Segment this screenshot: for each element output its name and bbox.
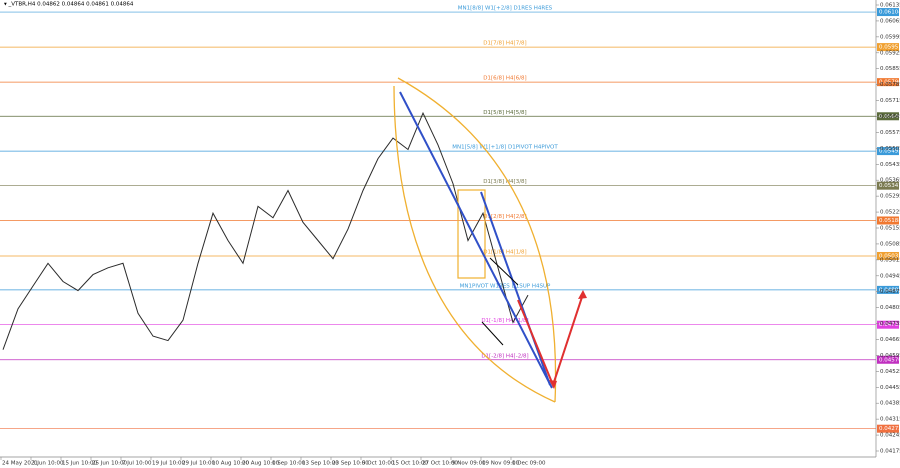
level-label: D1[2/8] H4[2/8] [483, 214, 526, 220]
y-tick-label: 0.05645 [880, 114, 900, 120]
price-tag [877, 147, 899, 156]
price-tag-label: 0.05646 [879, 114, 900, 120]
price-tag [877, 424, 899, 433]
y-tick-label: 0.04525 [880, 369, 900, 375]
x-tick-label: 13 Sep 10:00 [302, 461, 339, 467]
level-label: D1[-2/8] H4[-2/8] [481, 353, 528, 359]
y-tick-label: 0.05015 [880, 257, 900, 263]
y-tick-label: 0.05295 [880, 194, 900, 200]
y-tick-label: 0.05435 [880, 162, 900, 168]
price-tag-label: 0.04576 [879, 357, 900, 363]
price-tag-label: 0.0595 [879, 45, 899, 51]
segment [481, 321, 504, 346]
level-label: D1[-1/8] H4[-1/8] [481, 318, 528, 324]
price-tag-label: 0.06104 [879, 10, 900, 16]
x-tick-label: 9 Nov 09:00 [452, 461, 486, 467]
y-tick-label: 0.05715 [880, 98, 900, 104]
y-tick-label: 0.04245 [880, 433, 900, 439]
x-tick-label: 10 Aug 10:00 [212, 461, 250, 467]
level-label: MN1[5/8] W1[+1/8] D1PIVOT H4PIVOT [452, 145, 558, 151]
y-tick-label: 0.05785 [880, 82, 900, 88]
segment [489, 257, 519, 286]
price-line [2, 111, 529, 350]
y-tick-label: 0.05155 [880, 226, 900, 232]
y-tick-label: 0.06135 [880, 3, 900, 9]
y-tick-label: 0.04455 [880, 385, 900, 391]
x-tick-label: 3 Jun 10:00 [32, 461, 64, 467]
price-tag-label: 0.05796 [879, 80, 900, 86]
y-tick-label: 0.04665 [880, 337, 900, 343]
price-tag [877, 355, 899, 364]
x-tick-label: 20 Aug 10:00 [242, 461, 280, 467]
x-tick-label: 19 Nov 09:00 [482, 461, 520, 467]
chart-title: ▾ _VTBR,H4 0.04862 0.04864 0.04861 0.048… [4, 2, 134, 8]
x-tick-label: 19 Jul 10:00 [152, 461, 185, 467]
y-tick-label: 0.05575 [880, 130, 900, 136]
price-tag [877, 112, 899, 121]
y-tick-label: 0.05855 [880, 66, 900, 72]
y-tick-label: 0.06065 [880, 18, 900, 24]
y-tick-label: 0.04315 [880, 417, 900, 423]
level-label: D1[7/8] H4[7/8] [483, 41, 526, 47]
arrow-head [549, 380, 557, 389]
level-label: MN1PIVOT W1RES D1SUP H4SUP [460, 283, 551, 289]
y-tick-label: 0.04945 [880, 273, 900, 279]
x-tick-label: 7 Jul 10:00 [122, 461, 152, 467]
x-tick-label: 15 Oct 10:00 [392, 461, 428, 467]
price-tag-label: 0.04883 [879, 287, 900, 293]
price-tag-label: 0.05032 [879, 253, 900, 259]
y-tick-label: 0.05085 [880, 241, 900, 247]
y-tick-label: 0.04175 [880, 449, 900, 455]
level-label: D1[6/8] H4[6/8] [483, 76, 526, 82]
y-tick-label: 0.04805 [880, 305, 900, 311]
y-tick-label: 0.04595 [880, 353, 900, 359]
level-label: D1[5/8] H4[5/8] [483, 110, 526, 116]
level-label: D1[3/8] H4[3/8] [483, 179, 526, 185]
annotations [393, 77, 587, 403]
y-tick-label: 0.04385 [880, 401, 900, 407]
x-tick-label: 25 Jun 10:00 [92, 461, 127, 467]
trend-line [399, 91, 553, 389]
price-tag [877, 78, 899, 87]
box [457, 189, 486, 279]
price-tag [877, 320, 899, 329]
y-tick-label: 0.04875 [880, 289, 900, 295]
price-tag [877, 181, 899, 190]
channel-arc [397, 77, 557, 403]
price-tag [877, 251, 899, 260]
price-tag-label: 0.04273 [879, 426, 900, 432]
x-tick-label: 1 Dec 09:00 [512, 461, 546, 467]
y-tick-label: 0.05225 [880, 210, 900, 216]
price-tag-label: 0.05188 [879, 218, 900, 224]
x-tick-label: 1 Sep 10:00 [272, 461, 306, 467]
price-tag [877, 216, 899, 225]
x-tick-label: 24 May 2021 [2, 461, 38, 467]
x-tick-label: 15 Jun 10:00 [62, 461, 97, 467]
arrow-head [578, 290, 587, 299]
price-tag [877, 8, 899, 17]
x-tick-label: 29 Jul 10:00 [182, 461, 215, 467]
x-tick-label: 23 Sep 10:00 [332, 461, 369, 467]
y-tick-label: 0.05995 [880, 34, 900, 40]
price-tag [877, 285, 899, 294]
x-tick-label: 5 Oct 10:00 [362, 461, 395, 467]
price-tag [877, 43, 899, 52]
trend-line [480, 191, 551, 386]
y-tick-label: 0.04735 [880, 321, 900, 327]
level-label: D1[1/8] H4[1/8] [483, 249, 526, 255]
y-tick-label: 0.05505 [880, 146, 900, 152]
level-label: MN1[8/8] W1[+2/8] D1RES H4RES [458, 6, 553, 12]
y-tick-label: 0.05925 [880, 50, 900, 56]
price-tag-label: 0.0473 [879, 322, 899, 328]
price-tag-label: 0.05493 [879, 149, 900, 155]
price-tag-label: 0.05341 [879, 183, 900, 189]
channel-arc [393, 85, 556, 403]
y-tick-label: 0.05365 [880, 178, 900, 184]
x-tick-label: 27 Oct 10:00 [422, 461, 458, 467]
